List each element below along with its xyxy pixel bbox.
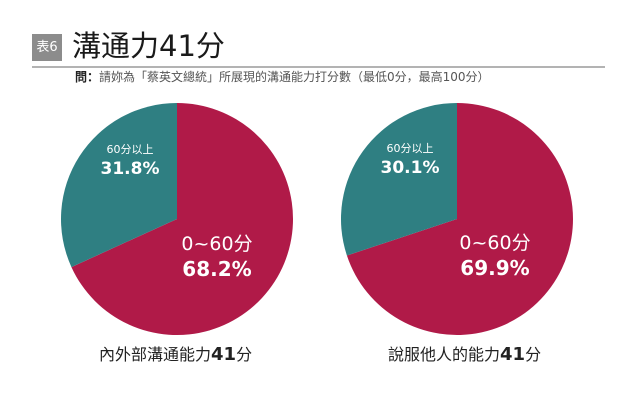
- caption-score: 41: [211, 344, 237, 365]
- label-low-value: 69.9%: [460, 256, 530, 280]
- caption-unit: 分: [236, 345, 253, 364]
- label-high: 60分以上 30.1%: [375, 141, 445, 179]
- caption-communication: 內外部溝通能力41分: [99, 344, 252, 366]
- label-low-category: 0~60分: [181, 233, 253, 255]
- caption-text: 內外部溝通能力: [99, 345, 212, 364]
- label-low: 0~60分 69.9%: [455, 231, 535, 281]
- pie-svg: [61, 103, 294, 335]
- pie-chart-persuasion: 60分以上 30.1% 0~60分 69.9%: [337, 98, 577, 338]
- caption-text: 說服他人的能力: [388, 345, 501, 364]
- pie-slice-high: [61, 103, 177, 268]
- label-high-category: 60分以上: [386, 142, 434, 155]
- label-high-value: 30.1%: [380, 158, 440, 178]
- caption-persuasion: 說服他人的能力41分: [388, 344, 541, 366]
- question-label: 問：: [75, 70, 100, 84]
- label-high: 60分以上 31.8%: [95, 142, 165, 180]
- label-high-category: 60分以上: [106, 143, 154, 156]
- caption-unit: 分: [525, 345, 542, 364]
- table-number-badge: 表6: [32, 34, 62, 61]
- label-high-value: 31.8%: [100, 159, 160, 179]
- label-low-value: 68.2%: [182, 257, 252, 281]
- pie-slice-low: [346, 103, 573, 335]
- pie-slice-low: [71, 103, 294, 335]
- page-title: 溝通力41分: [72, 29, 225, 63]
- label-low: 0~60分 68.2%: [177, 232, 257, 282]
- pie-slice-high: [340, 102, 457, 256]
- title-divider: [32, 66, 605, 68]
- pie-svg: [340, 102, 573, 335]
- pie-chart-communication: 60分以上 31.8% 0~60分 68.2%: [57, 98, 297, 338]
- label-low-category: 0~60分: [459, 232, 531, 254]
- caption-score: 41: [500, 344, 526, 365]
- survey-question: 問：請妳為「蔡英文總統」所展現的溝通能力打分數（最低0分，最高100分）: [75, 69, 490, 86]
- question-text: 請妳為「蔡英文總統」所展現的溝通能力打分數（最低0分，最高100分）: [99, 70, 490, 84]
